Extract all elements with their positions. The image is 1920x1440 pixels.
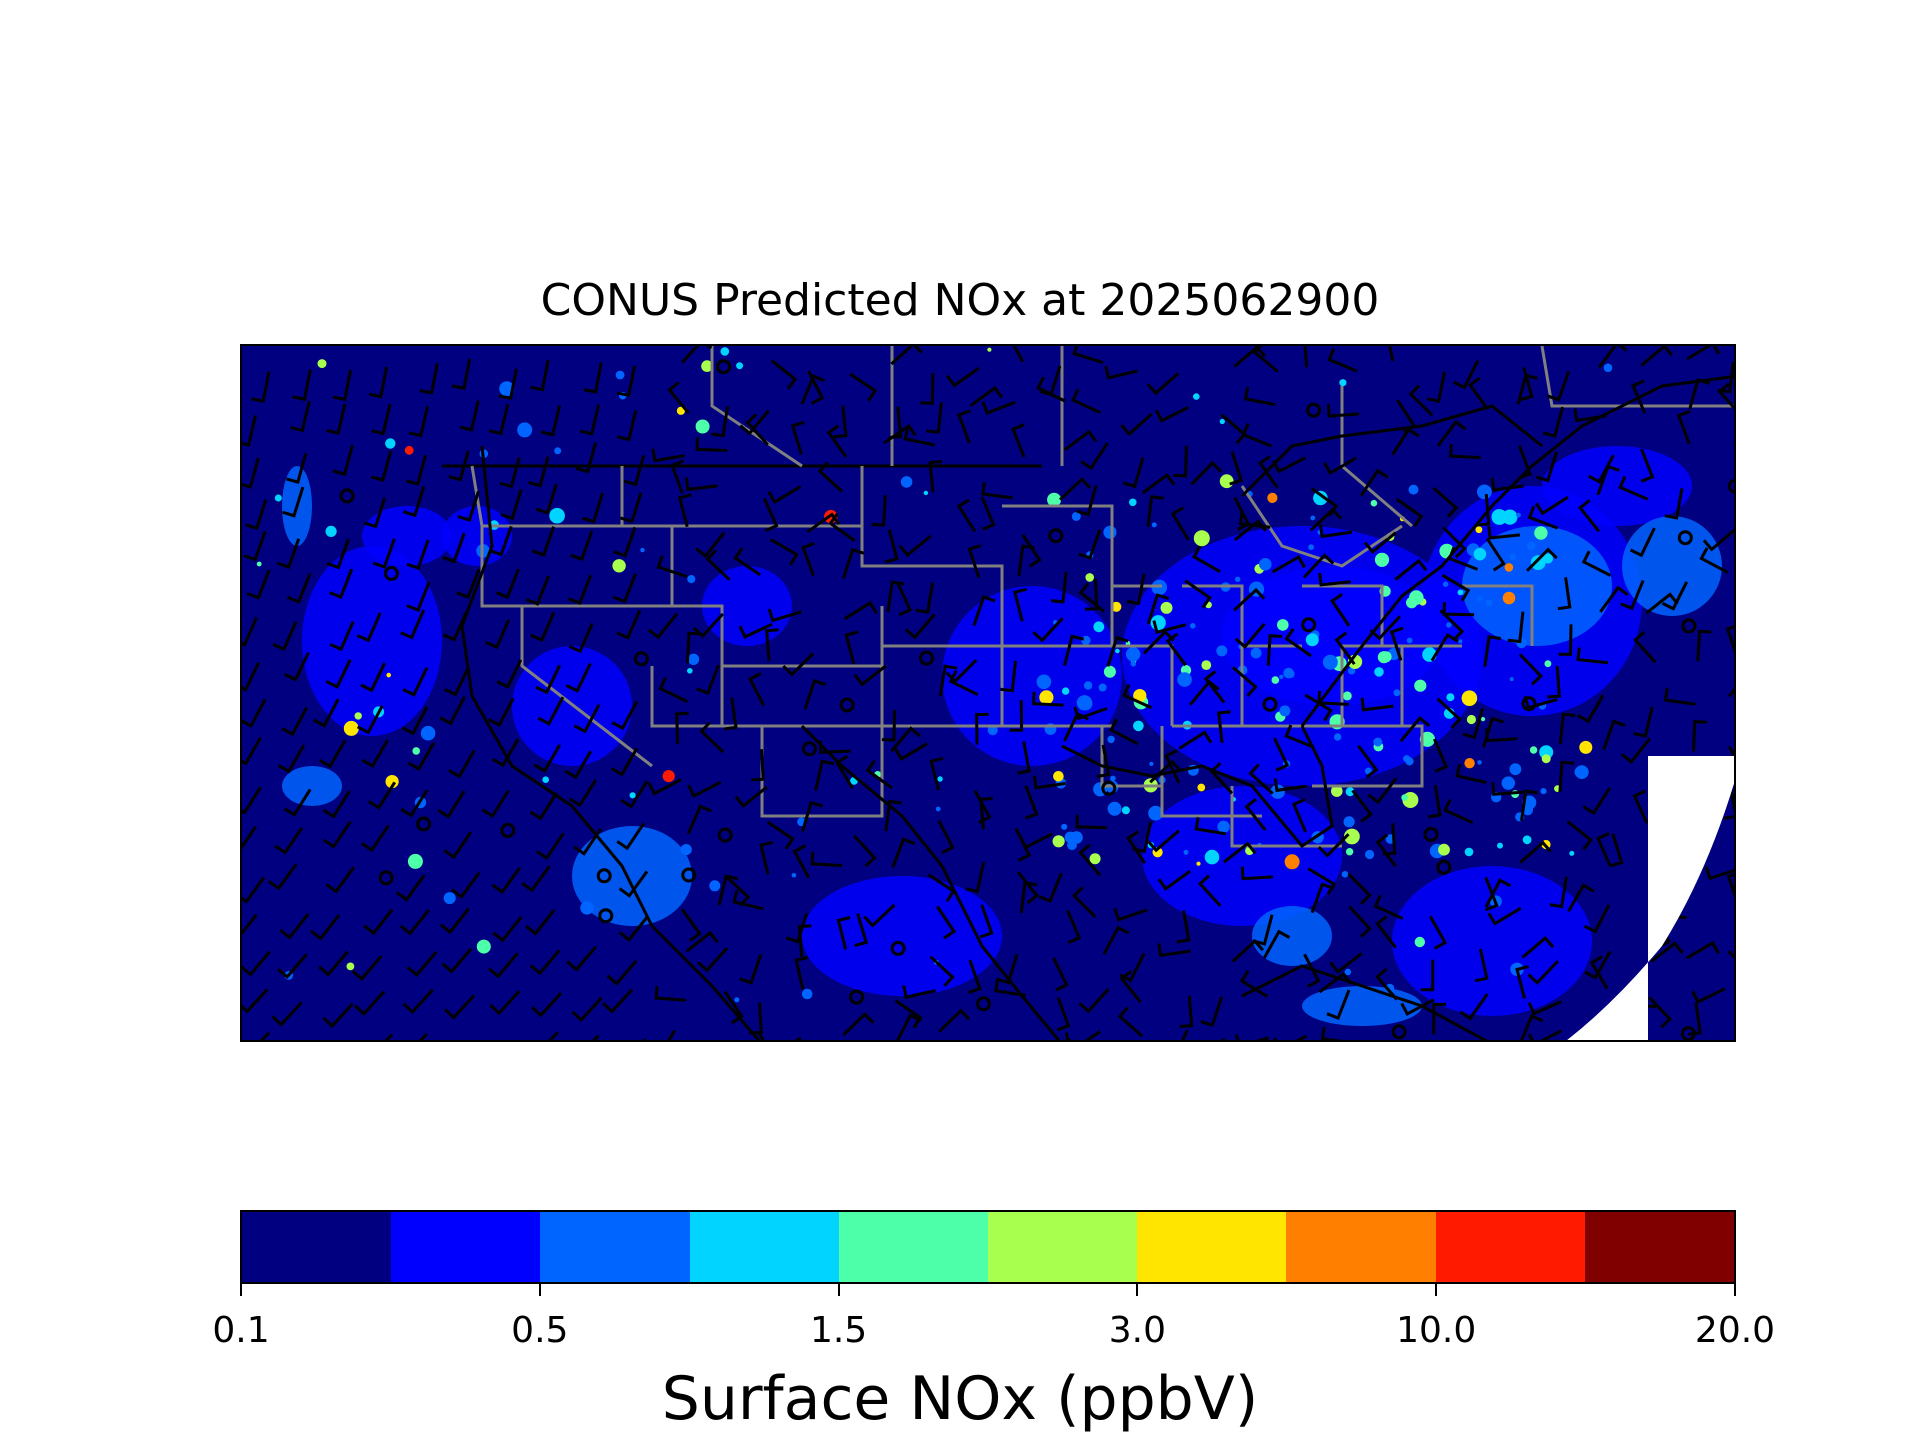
state-border (882, 724, 1162, 788)
colorbar-segment (242, 1212, 392, 1282)
colorbar-tick (240, 1284, 242, 1296)
state-borders (442, 346, 1734, 848)
map-panel (240, 344, 1736, 1042)
colorbar-segment (1584, 1212, 1735, 1282)
state-border (1172, 724, 1424, 788)
state-border (1240, 485, 1403, 568)
state-border (1110, 586, 1174, 726)
wind-barbs (242, 346, 1734, 1040)
no-data-region (1567, 756, 1734, 1040)
colorbar-tick-label: 20.0 (1694, 1310, 1776, 1351)
colorbar-segment (540, 1212, 690, 1282)
colorbar-label: Surface NOx (ppbV) (661, 1364, 1259, 1434)
state-border (1462, 584, 1534, 646)
colorbar-tick-label: 10.0 (1396, 1310, 1477, 1351)
state-border (882, 564, 1112, 648)
colorbar-tick-label: 0.1 (212, 1310, 270, 1351)
state-border (520, 606, 653, 768)
colorbar-segment (838, 1212, 989, 1282)
colorbar-tick (837, 1284, 840, 1296)
state-border (1002, 504, 1162, 588)
colorbar-tick (1435, 1284, 1438, 1296)
colorbar-tick-label: 1.5 (809, 1310, 868, 1351)
state-border (1182, 584, 1302, 648)
coastline (1240, 404, 1543, 498)
state-border (1160, 726, 1262, 818)
colorbar-segment (988, 1212, 1138, 1282)
state-border (1230, 786, 1342, 848)
colorbar-segment (689, 1212, 839, 1282)
colorbar-tick-label: 0.5 (511, 1310, 569, 1351)
colorbar-tick-label: 3.0 (1108, 1310, 1167, 1351)
colorbar-tick (1734, 1284, 1736, 1296)
colorbar-segment (1137, 1212, 1287, 1282)
colorbar (240, 1210, 1736, 1284)
coastline (1061, 725, 1334, 848)
coastline (1241, 964, 1488, 1040)
colorbar-segment (391, 1212, 541, 1282)
chart-title: CONUS Predicted NOx at 2025062900 (540, 275, 1380, 326)
nox-concentration-field (242, 346, 1734, 1040)
colorbar-segment (1286, 1212, 1436, 1282)
colorbar-tick (538, 1284, 541, 1296)
colorbar-tick (1136, 1284, 1139, 1296)
state-border (650, 666, 722, 728)
coastline (460, 445, 761, 1040)
state-border (710, 346, 803, 468)
state-border (1302, 584, 1462, 648)
colorbar-segment (1435, 1212, 1585, 1282)
coastline (1300, 375, 1734, 727)
